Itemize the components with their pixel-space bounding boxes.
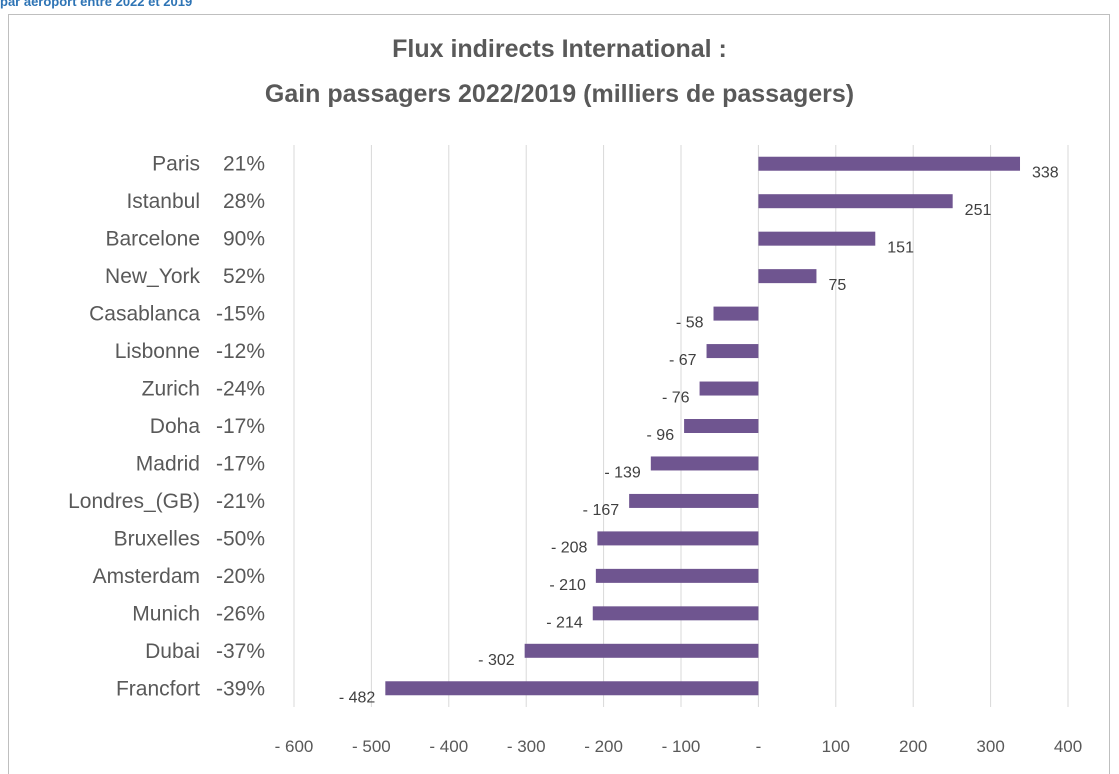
category-pct-label: -37%	[216, 640, 265, 663]
chart-title: Flux indirects International :	[392, 35, 727, 63]
data-labels: 338 251 151 75 - 58 - 67 - 76 - 96 - 139 - 167 - 2…	[339, 165, 1059, 707]
bar	[758, 269, 817, 284]
bar	[758, 156, 1021, 171]
data-label: - 58	[676, 315, 704, 332]
x-tick-label: - 100	[662, 737, 701, 756]
x-tick-label: - 600	[275, 737, 314, 756]
bar	[595, 568, 759, 583]
bar	[650, 456, 759, 471]
data-label: - 167	[583, 502, 620, 519]
category-pct-label: -12%	[216, 340, 265, 363]
category-pct-label: -15%	[216, 303, 265, 326]
bar	[629, 493, 759, 508]
category-pct-label: 21%	[223, 153, 265, 176]
data-label: - 210	[549, 577, 586, 594]
x-tick-label: 400	[1054, 737, 1082, 756]
bar	[699, 381, 759, 396]
category-pct-label: 28%	[223, 190, 265, 213]
category-city-label: Casablanca	[89, 303, 200, 326]
x-tick-label: -	[756, 737, 762, 756]
category-pct-label: -17%	[216, 415, 265, 438]
data-label: - 302	[478, 652, 515, 669]
chart-subtitle: Gain passagers 2022/2019 (milliers de pa…	[264, 80, 855, 108]
category-city-label: Amsterdam	[93, 565, 200, 588]
x-tick-label: 300	[976, 737, 1004, 756]
category-pct-label: -24%	[216, 378, 265, 401]
data-label: - 67	[669, 352, 697, 369]
category-pct-label: -17%	[216, 452, 265, 475]
bar	[524, 643, 759, 658]
bar	[758, 194, 953, 209]
category-city-label: Zurich	[142, 378, 200, 401]
data-label: - 208	[551, 539, 588, 556]
data-label: - 76	[662, 390, 690, 407]
category-city-label: Dubai	[145, 640, 200, 663]
data-label: - 96	[647, 427, 675, 444]
data-label: - 214	[546, 614, 583, 631]
category-pct-label: -50%	[216, 527, 265, 550]
category-city-label: Istanbul	[126, 190, 200, 213]
data-label: 151	[887, 240, 914, 257]
category-city-label: Munich	[132, 602, 200, 625]
data-label: 75	[828, 277, 846, 294]
category-city-label: Doha	[150, 415, 201, 438]
category-pct-label: 90%	[223, 228, 265, 251]
data-label: 338	[1032, 165, 1059, 182]
bar	[592, 606, 759, 621]
bar	[758, 231, 876, 246]
x-tick-label: - 200	[584, 737, 623, 756]
x-tick-label: - 400	[429, 737, 468, 756]
bars	[385, 156, 1021, 696]
category-city-label: Francfort	[116, 677, 200, 700]
category-pct-label: 52%	[223, 265, 265, 288]
category-city-label: Barcelone	[105, 228, 200, 251]
x-tick-label: - 500	[352, 737, 391, 756]
bar	[385, 681, 759, 696]
bar	[684, 419, 759, 433]
x-tick-label: - 300	[507, 737, 546, 756]
category-city-label: Bruxelles	[114, 527, 200, 550]
data-label: - 482	[339, 689, 376, 706]
category-city-label: New_York	[105, 265, 200, 288]
category-city-label: Madrid	[136, 452, 200, 475]
bar	[713, 306, 759, 321]
category-pct-label: -20%	[216, 565, 265, 588]
category-pct-label: -39%	[216, 677, 265, 700]
gridlines	[293, 145, 1069, 707]
x-axis-ticks: - 600 - 500 - 400 - 300 - 200 - 100 - 100 200 300…	[275, 737, 1083, 756]
category-city-label: Paris	[152, 153, 200, 176]
category-labels: Paris 21% Istanbul 28% Barcelone 90% New_York 5…	[68, 153, 265, 701]
x-tick-label: 100	[822, 737, 850, 756]
data-label: 251	[965, 202, 992, 219]
category-city-label: Lisbonne	[115, 340, 200, 363]
bar	[597, 531, 759, 546]
data-label: - 139	[604, 464, 641, 481]
category-city-label: Londres_(GB)	[68, 490, 200, 513]
category-pct-label: -21%	[216, 490, 265, 513]
category-pct-label: -26%	[216, 602, 265, 625]
bar	[706, 344, 759, 359]
top-caption: par aéroport entre 2022 et 2019	[0, 0, 193, 9]
x-tick-label: 200	[899, 737, 927, 756]
